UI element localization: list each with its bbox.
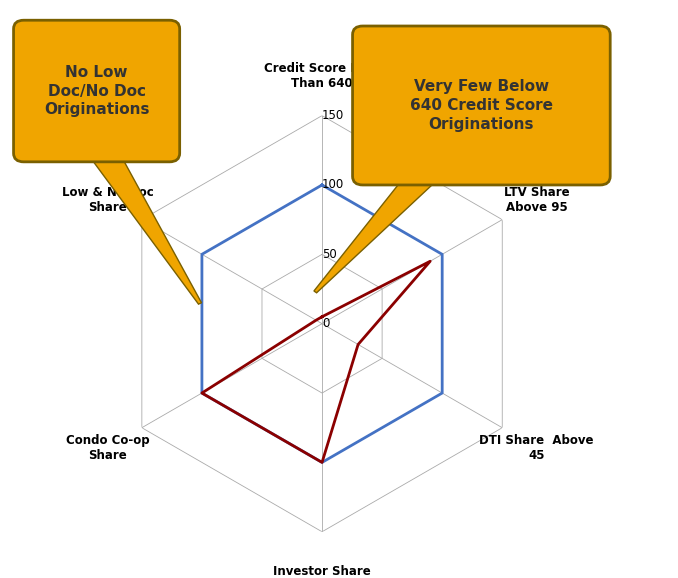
- Text: 0: 0: [322, 317, 330, 330]
- FancyBboxPatch shape: [14, 20, 180, 162]
- Polygon shape: [92, 147, 201, 304]
- Text: 100: 100: [322, 179, 344, 191]
- FancyBboxPatch shape: [353, 26, 610, 185]
- Text: No Low
Doc/No Doc
Originations: No Low Doc/No Doc Originations: [44, 65, 149, 117]
- Text: 150: 150: [322, 109, 344, 122]
- Polygon shape: [314, 169, 433, 293]
- Text: Very Few Below
640 Credit Score
Originations: Very Few Below 640 Credit Score Originat…: [410, 79, 553, 132]
- Text: 50: 50: [322, 248, 337, 261]
